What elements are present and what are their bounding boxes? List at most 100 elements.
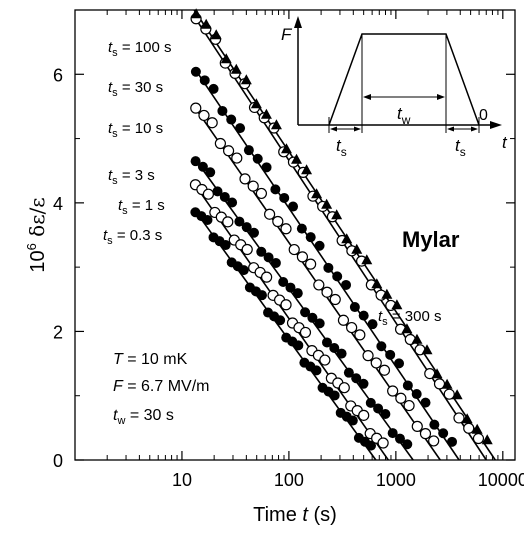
- x-tick-label: 100: [274, 470, 304, 490]
- marker-filled-circle: [296, 223, 307, 234]
- marker-open-circle: [299, 326, 312, 339]
- marker-filled-circle: [402, 380, 413, 391]
- marker-open-circle: [206, 117, 218, 129]
- marker-triangle: [311, 188, 323, 199]
- marker-filled-circle: [321, 337, 332, 348]
- series-label-ts-30: ts = 30 s: [108, 79, 163, 99]
- marker-filled-circle: [261, 162, 272, 173]
- y-axis-label: 106 δε/ε: [24, 197, 49, 272]
- marker-filled-circle: [275, 315, 286, 326]
- marker-open-circle: [264, 208, 276, 220]
- param-field: F = 6.7 MV/m: [113, 378, 209, 395]
- marker-filled-circle: [238, 265, 249, 276]
- marker-open-circle: [337, 314, 350, 326]
- y-tick-label: 2: [53, 322, 63, 342]
- marker-filled-circle: [336, 348, 347, 359]
- marker-open-circle: [463, 422, 475, 434]
- x-axis-label: Time t (s): [253, 504, 337, 526]
- marker-filled-circle: [373, 403, 384, 414]
- marker-triangle: [471, 423, 483, 434]
- marker-filled-circle: [411, 389, 422, 400]
- marker-triangle: [210, 29, 222, 40]
- marker-triangle: [280, 143, 292, 154]
- param-wait-time: tw = 30 s: [113, 407, 174, 427]
- inset-tw-arrowhead-left-icon: [363, 94, 371, 100]
- marker-open-circle: [231, 152, 243, 164]
- marker-filled-circle: [199, 75, 210, 86]
- marker-open-circle: [443, 388, 455, 400]
- marker-filled-circle: [332, 271, 343, 282]
- marker-filled-circle: [256, 246, 267, 257]
- marker-filled-circle: [292, 288, 303, 299]
- marker-triangle: [441, 378, 453, 389]
- marker-open-circle: [358, 409, 370, 421]
- marker-filled-circle: [227, 197, 238, 208]
- marker-open-circle: [354, 329, 366, 341]
- inset-ts-arrowhead-r2-icon: [471, 126, 478, 132]
- marker-filled-circle: [300, 307, 311, 318]
- inset-y-arrow-icon: [294, 16, 302, 28]
- marker-open-circle: [305, 258, 317, 270]
- marker-filled-circle: [358, 378, 369, 389]
- marker-filled-circle: [248, 227, 259, 238]
- marker-triangle: [321, 198, 333, 209]
- inset-tw-arrowhead-right-icon: [437, 94, 445, 100]
- marker-open-circle: [453, 412, 465, 424]
- marker-open-circle: [280, 299, 292, 311]
- y-tick-label: 6: [53, 65, 63, 85]
- marker-filled-circle: [285, 282, 296, 293]
- marker-filled-circle: [241, 222, 252, 233]
- marker-filled-circle: [305, 232, 316, 243]
- marker-triangle: [431, 368, 443, 379]
- marker-triangle: [411, 333, 423, 344]
- marker-open-circle: [362, 350, 374, 362]
- marker-filled-circle: [235, 123, 246, 134]
- x-tick-label: 10: [172, 470, 192, 490]
- inset-y-label: F: [281, 25, 293, 44]
- marker-triangle: [250, 98, 262, 109]
- marker-filled-circle: [447, 436, 458, 447]
- marker-filled-circle: [288, 201, 299, 212]
- marker-triangle: [301, 164, 313, 175]
- inset-zero-label: 0: [479, 107, 488, 124]
- series-label-ts-10: ts = 10 s: [108, 120, 163, 140]
- inset-ts-arrowhead-l1-icon: [330, 126, 337, 132]
- marker-open-circle: [272, 215, 284, 228]
- marker-open-circle: [222, 145, 235, 157]
- marker-filled-circle: [365, 397, 376, 408]
- inset-ts-label-right: ts: [455, 136, 466, 159]
- marker-open-circle: [370, 357, 382, 369]
- marker-open-circle: [346, 321, 358, 334]
- marker-open-circle: [202, 188, 214, 200]
- marker-open-circle: [261, 271, 273, 283]
- marker-filled-circle: [279, 192, 290, 203]
- marker-triangle: [351, 243, 363, 254]
- marker-open-circle: [296, 251, 309, 263]
- series-label-ts-300: ts = 300 s: [378, 308, 441, 328]
- inset-ts-arrowhead-r1-icon: [447, 126, 454, 132]
- marker-filled-circle: [212, 186, 223, 197]
- marker-open-circle: [198, 109, 210, 122]
- marker-filled-circle: [394, 433, 405, 444]
- marker-filled-circle: [351, 373, 362, 384]
- marker-filled-circle: [367, 319, 378, 330]
- marker-filled-circle: [349, 302, 360, 313]
- marker-open-circle: [255, 187, 268, 200]
- data-markers: [189, 8, 493, 451]
- marker-filled-circle: [263, 252, 274, 263]
- series-label-ts-1: ts = 1 s: [118, 197, 165, 217]
- inset-diagram: F t 0 tw ts ts: [281, 16, 508, 159]
- marker-triangle: [200, 18, 212, 29]
- marker-open-circle: [214, 137, 226, 150]
- marker-triangle: [270, 119, 282, 130]
- marker-triangle: [371, 278, 383, 289]
- inset-x-label: t: [502, 133, 508, 152]
- y-tick-label: 0: [53, 451, 63, 471]
- marker-triangle: [240, 74, 252, 85]
- marker-triangle: [190, 8, 202, 19]
- marker-filled-circle: [366, 440, 377, 451]
- marker-open-circle: [280, 223, 292, 235]
- marker-open-circle: [329, 293, 341, 306]
- marker-filled-circle: [329, 343, 340, 354]
- marker-open-circle: [313, 279, 325, 291]
